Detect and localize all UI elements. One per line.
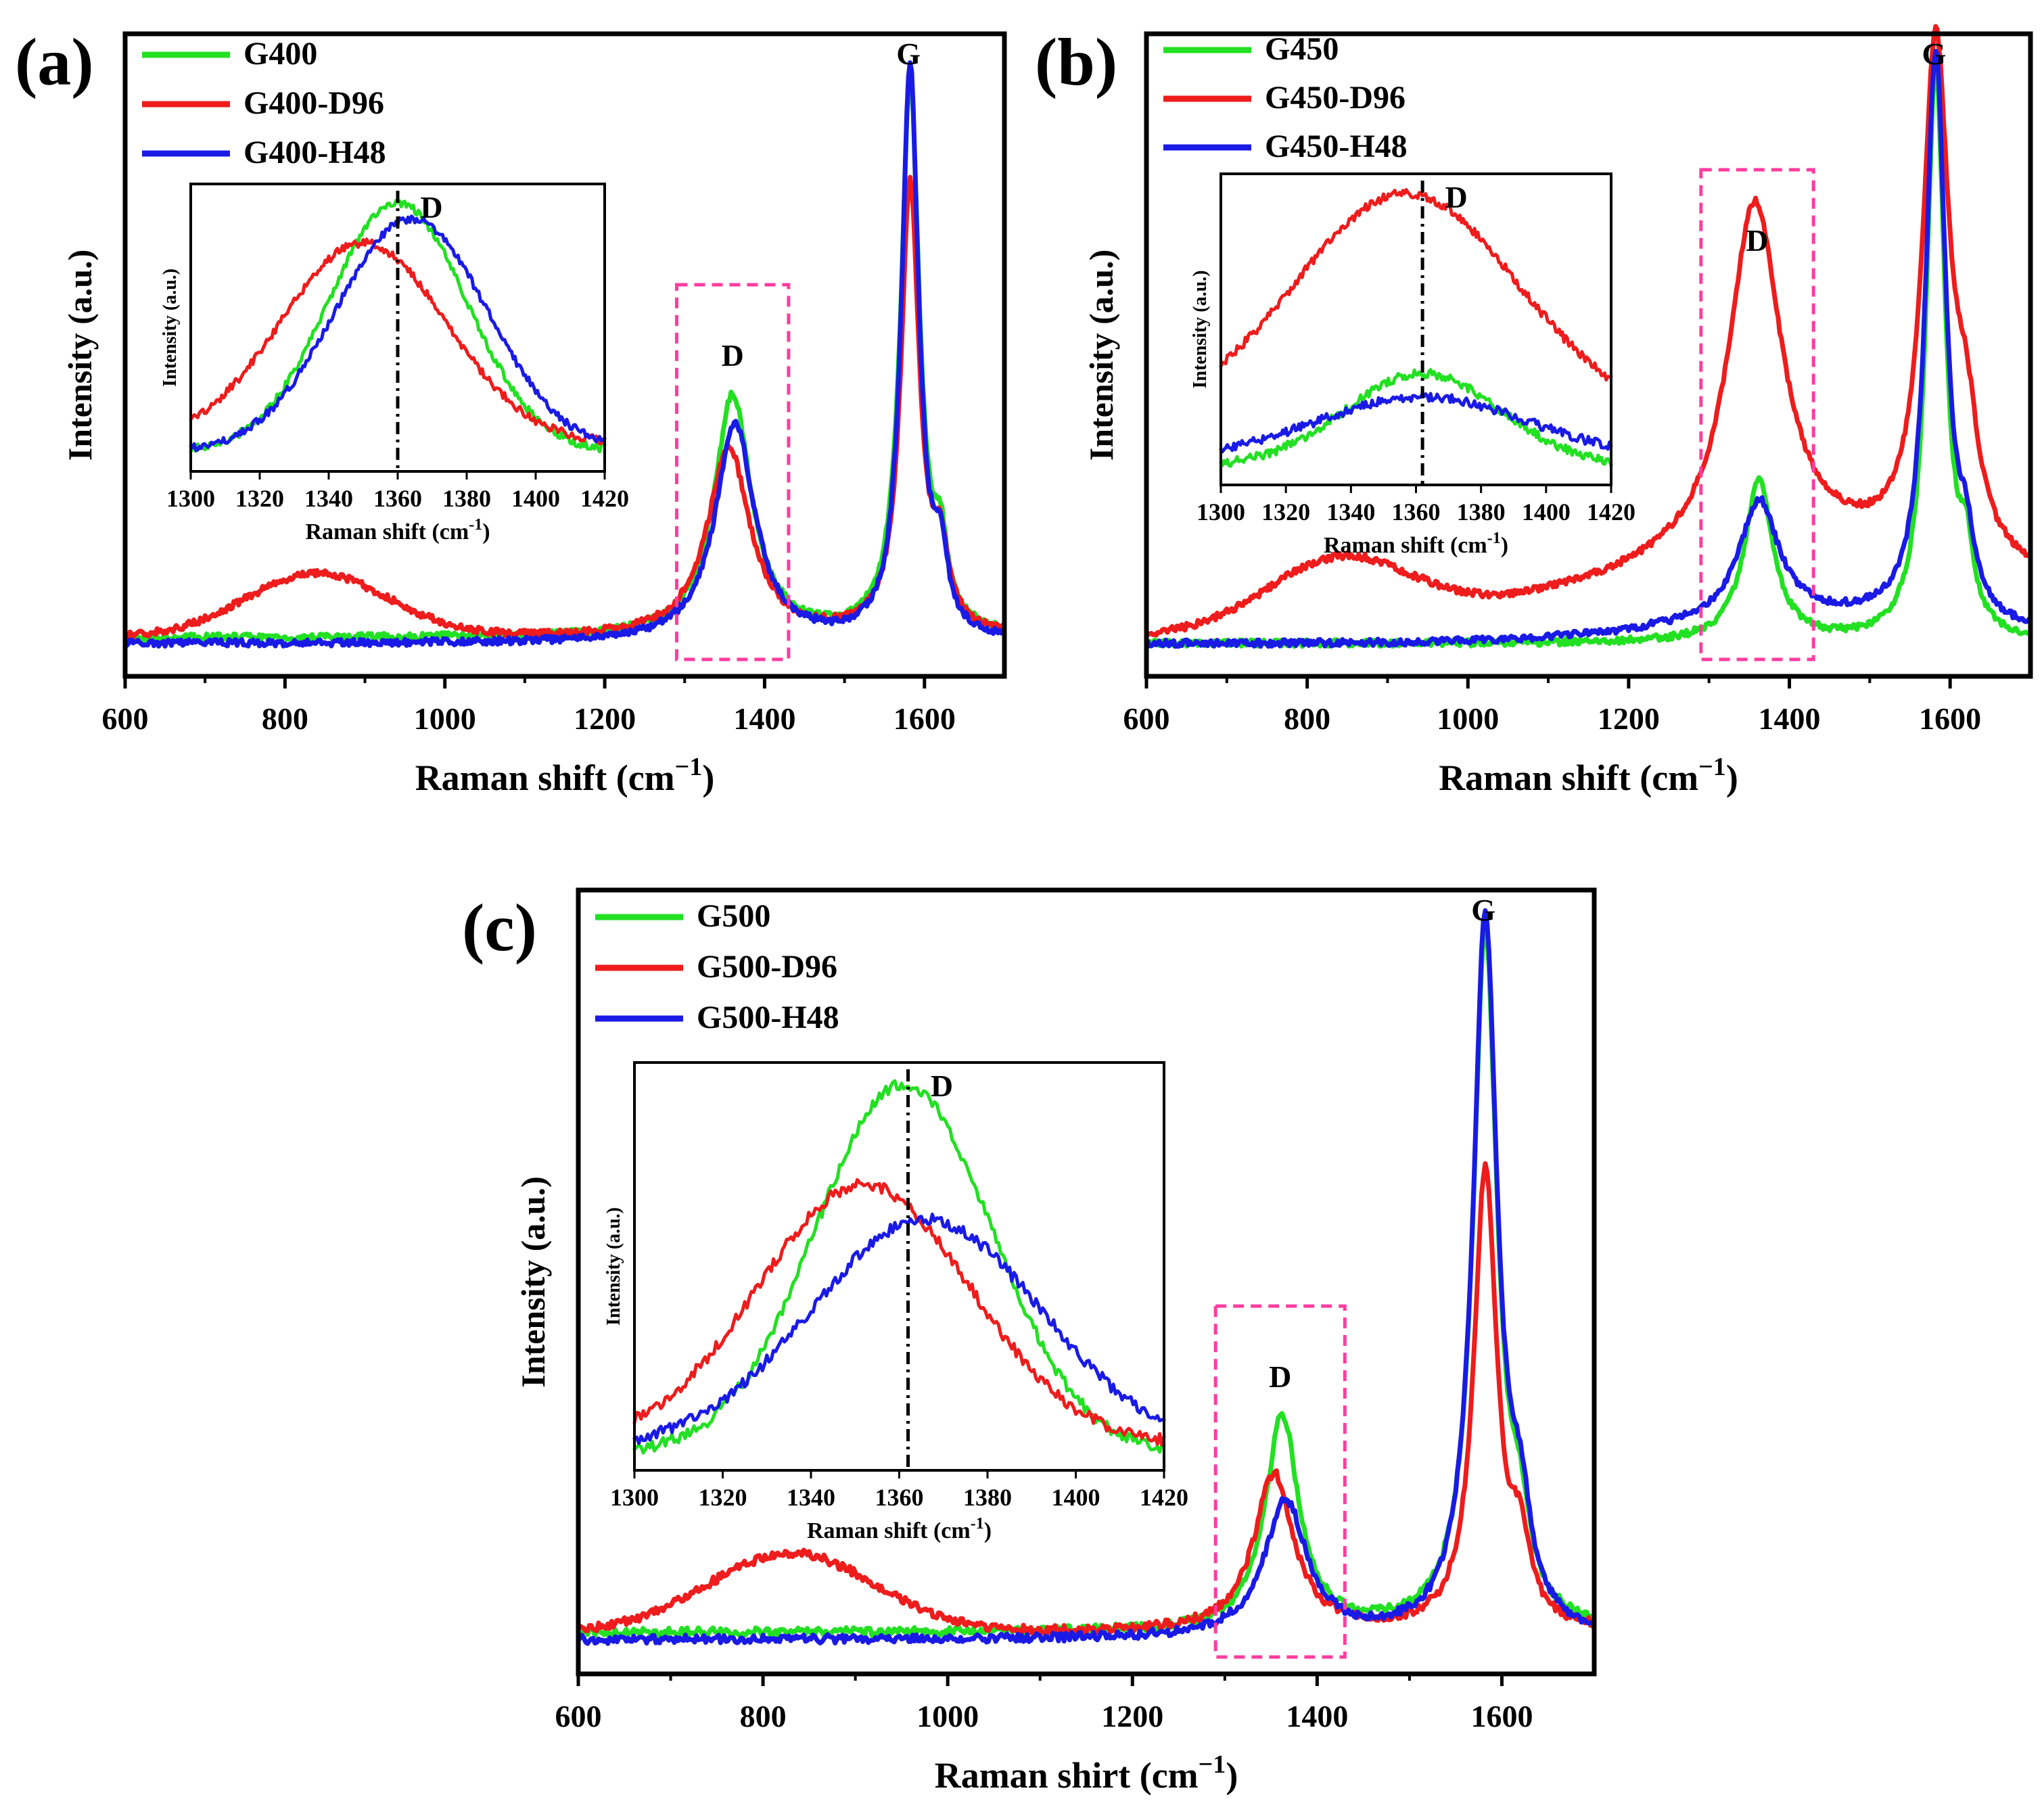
inset-x-tick-label: 1320 (235, 485, 284, 512)
inset-x-axis-label: Raman shift (cm-1) (1324, 530, 1508, 558)
inset-x-tick-label: 1320 (1261, 498, 1310, 526)
legend-entry: G450-D96 (1265, 80, 1406, 116)
x-tick-label: 1200 (1598, 701, 1660, 736)
legend-entry: G500-D96 (697, 949, 837, 985)
inset: D 1300 1320 1340 1360 1380 1400 1420 Raman shift… (603, 1061, 1188, 1543)
plot-frame (1144, 31, 2033, 679)
inset-x-tick-label: 1320 (699, 1484, 747, 1511)
x-tick-label: 1600 (1919, 701, 1981, 736)
inset-x-tick-label: 1420 (580, 485, 629, 512)
inset-x-axis-label: Raman shift (cm-1) (807, 1515, 992, 1543)
legend-entry: G450-H48 (1265, 129, 1408, 164)
series-line-g400-h48 (122, 60, 1007, 649)
inset-y-axis-label: Intensity (a.u.) (160, 269, 181, 387)
y-axis-label: Intensity (a.u.) (514, 1176, 552, 1388)
plot-frame (576, 887, 1597, 1677)
y-axis-label: Intensity (a.u.) (61, 250, 99, 461)
x-axis-label: Raman shift (cm−1) (415, 753, 715, 798)
series-line-g450-d96 (1144, 24, 2033, 638)
x-tick-label: 1000 (916, 1699, 979, 1733)
highlight-box (1699, 168, 1815, 661)
inset-x-tick-label: 1340 (304, 485, 353, 512)
x-tick-label: 800 (1284, 701, 1330, 736)
x-tick-label: 1000 (414, 701, 476, 736)
peak-label-d: D (722, 338, 744, 373)
peak-label-g: G (1922, 37, 1947, 71)
x-tick-label: 1000 (1437, 701, 1499, 736)
x-tick-label: 1200 (1101, 1699, 1163, 1733)
x-tick-label: 1400 (1286, 1699, 1348, 1733)
legend-entry: G500 (697, 898, 770, 934)
inset-x-tick-label: 1420 (1587, 498, 1635, 526)
series-line-g450-h48 (1144, 49, 2033, 649)
legend-entry: G450 (1265, 31, 1339, 67)
highlight-box (1213, 1304, 1347, 1659)
inset-series-line-g450-d96 (1219, 188, 1613, 382)
peak-label-d: D (1746, 223, 1768, 258)
legend-entry: G400-H48 (243, 135, 386, 170)
x-axis-label: Raman shift (cm−1) (1439, 753, 1738, 798)
inset-x-tick-label: 1360 (373, 485, 422, 512)
inset-series-line-g450-h48 (1219, 392, 1613, 454)
inset-x-tick-label: 1300 (1197, 498, 1245, 526)
x-tick-label: 600 (1123, 701, 1170, 736)
inset-series-line-g500 (632, 1079, 1166, 1455)
y-axis-label: Intensity (a.u.) (1082, 250, 1120, 461)
series-line-g500-d96 (576, 1161, 1597, 1636)
x-tick-label: 1400 (733, 701, 795, 736)
inset-x-tick-label: 1400 (511, 485, 560, 512)
peak-label-g: G (1471, 893, 1495, 927)
inset-x-axis-label: Raman shift (cm-1) (305, 516, 490, 544)
inset-x-tick-label: 1300 (610, 1484, 659, 1511)
inset: D 1300 1320 1340 1360 1380 1400 1420 Raman shift… (1190, 172, 1635, 558)
legend-entry: G500-H48 (697, 1000, 839, 1035)
x-axis-label: Raman shirt (cm−1) (935, 1750, 1238, 1796)
x-tick-label: 1400 (1759, 701, 1821, 736)
x-tick-label: 800 (262, 701, 308, 736)
plot-frame (122, 31, 1007, 679)
inset: D 1300 1320 1340 1360 1380 1400 1420 Raman shift… (160, 183, 629, 544)
x-tick-label: 600 (102, 701, 149, 736)
inset-x-tick-label: 1380 (1457, 498, 1506, 526)
panel-a: D G 600 800 1000 1200 1400 1600 Raman shift (cm−… (15, 24, 1007, 798)
inset-x-tick-label: 1400 (1052, 1484, 1100, 1511)
inset-peak-label: D (931, 1069, 953, 1103)
inset-peak-label: D (1445, 180, 1467, 214)
inset-series-line-g400-d96 (189, 237, 607, 446)
panel-b: D G 600 800 1000 1200 1400 1600 Raman shift (cm−… (1035, 24, 2033, 798)
inset-y-axis-label: Intensity (a.u.) (1190, 270, 1211, 388)
inset-x-tick-label: 1400 (1522, 498, 1571, 526)
legend-entry: G400 (243, 36, 317, 72)
x-tick-label: 1600 (1470, 1699, 1533, 1733)
x-tick-label: 600 (555, 1699, 602, 1733)
series-line-g500-h48 (576, 908, 1597, 1646)
peak-label-g: G (896, 37, 921, 71)
x-tick-label: 1600 (893, 701, 956, 736)
inset-x-tick-label: 1300 (166, 485, 215, 512)
inset-x-tick-label: 1420 (1140, 1484, 1188, 1511)
panel-label: (b) (1035, 24, 1117, 99)
inset-series-line-g500-d96 (632, 1177, 1166, 1447)
inset-y-axis-label: Intensity (a.u.) (603, 1207, 624, 1326)
x-tick-label: 800 (740, 1699, 787, 1733)
inset-x-tick-label: 1380 (963, 1484, 1012, 1511)
panel-c: D G 600 800 1000 1200 1400 1600 Raman shirt (cm−… (462, 887, 1597, 1796)
inset-x-tick-label: 1360 (1392, 498, 1441, 526)
panel-label: (c) (462, 890, 537, 965)
peak-label-d: D (1269, 1359, 1291, 1394)
inset-background (1221, 174, 1611, 485)
highlight-box (674, 283, 791, 661)
inset-x-tick-label: 1360 (875, 1484, 924, 1511)
inset-x-tick-label: 1340 (787, 1484, 835, 1511)
inset-series-line-g500-h48 (632, 1212, 1166, 1445)
legend-entry: G400-D96 (243, 85, 384, 121)
inset-peak-label: D (420, 190, 442, 225)
inset-series-line-g450 (1219, 368, 1613, 468)
x-tick-label: 1200 (574, 701, 636, 736)
panel-label: (a) (15, 24, 94, 99)
inset-x-tick-label: 1380 (442, 485, 491, 512)
inset-x-tick-label: 1340 (1326, 498, 1375, 526)
